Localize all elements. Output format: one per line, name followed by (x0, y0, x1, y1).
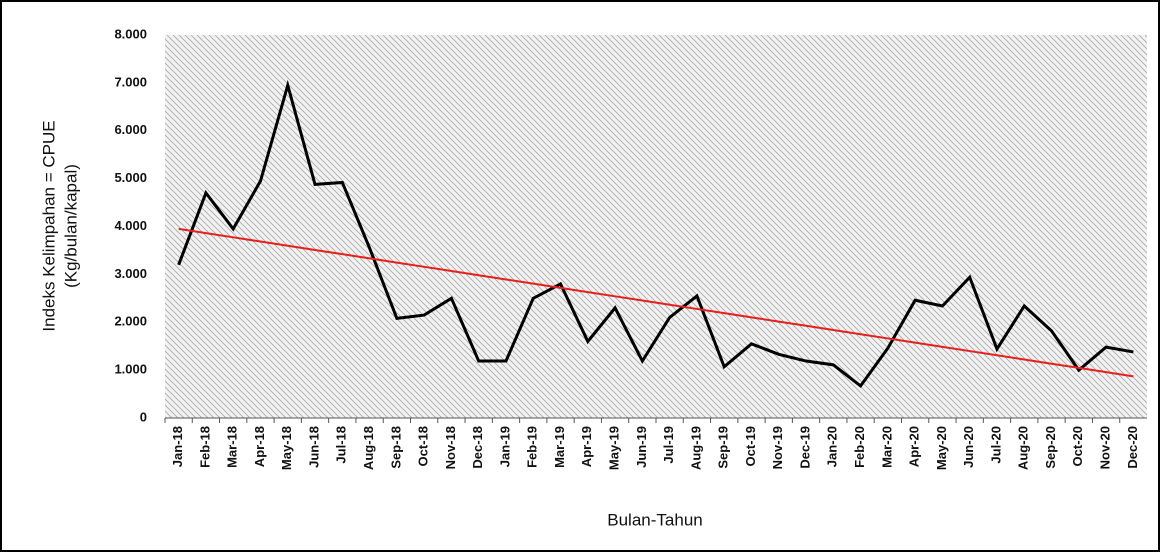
x-tick-label: Apr-19 (579, 426, 594, 467)
x-tick-label: Mar-19 (552, 426, 567, 468)
y-tick-label: 7.000 (114, 74, 147, 89)
series-line (178, 227, 1134, 378)
x-tick-label: Jun-18 (306, 426, 321, 468)
x-tick-label: May-19 (607, 426, 622, 470)
y-tick-label: 5.000 (114, 170, 147, 185)
y-tick-label: 2.000 (114, 314, 147, 329)
x-tick-label: Mar-20 (879, 426, 894, 468)
x-tick-label: Oct-20 (1070, 426, 1085, 466)
x-tick-label: Aug-20 (1016, 426, 1031, 470)
y-tick-label: 0 (140, 409, 147, 424)
y-tick-label: 1.000 (114, 362, 147, 377)
x-tick-label: Dec-20 (1125, 426, 1140, 469)
x-tick-label: Dec-18 (470, 426, 485, 469)
x-tick-label: Nov-20 (1098, 426, 1113, 469)
x-tick-label: Oct-18 (416, 426, 431, 466)
x-tick-label: Nov-18 (443, 426, 458, 469)
x-tick-label: May-18 (279, 426, 294, 470)
x-tick-label: Sep-19 (716, 426, 731, 469)
x-tick-label: Jul-19 (661, 426, 676, 464)
plot-area (165, 35, 1147, 418)
x-tick-label: Jan-18 (170, 426, 185, 467)
y-axis-title: (Kg/bulan/kapal) (61, 164, 80, 288)
x-tick-label: Feb-19 (525, 426, 540, 468)
x-tick-label: Jun-20 (961, 426, 976, 468)
x-tick-label: Aug-19 (688, 426, 703, 470)
x-tick-label: Jul-18 (334, 426, 349, 464)
x-tick-label: Jun-19 (634, 426, 649, 468)
series-line (177, 79, 1134, 389)
x-tick-label: Apr-20 (907, 426, 922, 467)
x-tick-label: Aug-18 (361, 426, 376, 470)
y-tick-label: 3.000 (114, 266, 147, 281)
y-tick-label: 8.000 (114, 26, 147, 41)
x-tick-label: Mar-18 (225, 426, 240, 468)
x-tick-label: Feb-20 (852, 426, 867, 468)
x-tick-label: Feb-18 (197, 426, 212, 468)
x-tick-label: Jul-20 (988, 426, 1003, 464)
x-axis-title: Bulan-Tahun (607, 510, 702, 529)
x-tick-label: Sep-18 (388, 426, 403, 469)
x-tick-label: Oct-19 (743, 426, 758, 466)
y-tick-label: 4.000 (114, 218, 147, 233)
x-tick-label: Nov-19 (770, 426, 785, 469)
x-tick-label: Jan-20 (825, 426, 840, 467)
y-axis-title: Indeks Kelimpahan = CPUE (39, 120, 58, 331)
x-tick-label: Apr-18 (252, 426, 267, 467)
x-tick-label: May-20 (934, 426, 949, 470)
x-tick-label: Dec-19 (797, 426, 812, 469)
x-tick-label: Jan-19 (497, 426, 512, 467)
x-tick-label: Sep-20 (1043, 426, 1058, 469)
y-tick-label: 6.000 (114, 122, 147, 137)
